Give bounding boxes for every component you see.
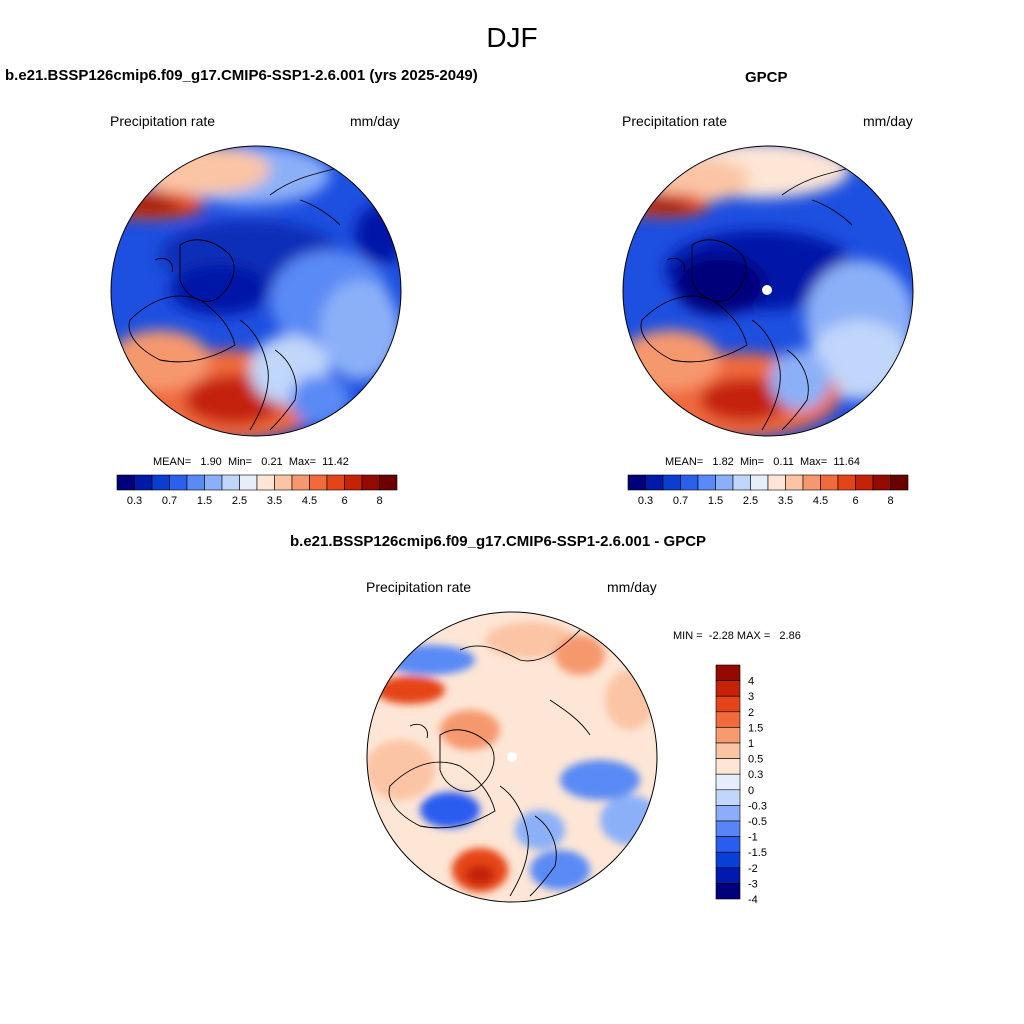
panel3-stats: MIN = -2.28 MAX = 2.86 <box>673 630 801 642</box>
panel2-units-label: mm/day <box>863 113 913 129</box>
panel1-colorbar-swatch <box>204 474 223 491</box>
panel2-colorbar-swatch <box>855 474 874 491</box>
panel3-colorbar-swatch <box>715 695 741 713</box>
panel1-colorbar-tick-label: 2.5 <box>232 495 247 507</box>
panel3-colorbar-swatch <box>715 820 741 837</box>
panel1-variable-label: Precipitation rate <box>110 113 216 129</box>
panel2-colorbar: 0.3 0.7 1.5 2.5 3.5 4.5 6 8 <box>627 474 909 507</box>
panel2-colorbar-tick-label: 3.5 <box>778 495 793 507</box>
panel3-colorbar-swatch <box>715 680 741 697</box>
panel1-colorbar: 0.3 0.7 1.5 2.5 3.5 4.5 6 8 <box>116 474 398 507</box>
panel2-colorbar-swatch <box>627 474 646 491</box>
panel2-colorbar-tick-label: 2.5 <box>743 495 758 507</box>
panel3-colorbar-tick-label: -2 <box>748 863 758 875</box>
panel2-colorbar-tick-label: 0.7 <box>673 495 688 507</box>
panel1-colorbar-tick-label: 1.5 <box>197 495 212 507</box>
panel1-colorbar-tick-label: 3.5 <box>267 495 282 507</box>
panel1-title: b.e21.BSSP126cmip6.f09_g17.CMIP6-SSP1-2.… <box>5 67 478 84</box>
panel1-units-label: mm/day <box>350 113 400 129</box>
panel3-colorbar-swatch <box>715 711 741 728</box>
panel3-colorbar-tick-label: 1 <box>748 738 754 750</box>
panel2-colorbar-swatch <box>662 474 681 491</box>
panel2-variable-label: Precipitation rate <box>622 113 728 129</box>
panel3-colorbar-tick-label: 0.5 <box>748 754 763 766</box>
panel3-colorbar-tick-label: -0.3 <box>748 800 767 812</box>
panel1-colorbar-tick-label: 0.3 <box>127 495 142 507</box>
panel1-colorbar-swatch <box>116 474 135 491</box>
panel1-colorbar-swatch <box>256 474 275 491</box>
panel2-colorbar-tick-label: 0.3 <box>638 495 653 507</box>
panel3-colorbar-swatch <box>715 867 741 884</box>
panel2-colorbar-swatch <box>680 474 699 491</box>
panel1-colorbar-tick-label: 6 <box>341 495 347 507</box>
panel2-colorbar-swatch <box>837 474 856 491</box>
panel1-colorbar-tick-label: 0.7 <box>162 495 177 507</box>
panel1-colorbar-swatch <box>309 474 328 491</box>
panel3-colorbar-swatch <box>715 789 741 806</box>
panel2-colorbar-swatch <box>872 474 891 491</box>
panel2-colorbar-swatch <box>750 474 769 491</box>
panel1-colorbar-swatch <box>169 474 188 491</box>
panel3-colorbar-swatch <box>715 664 741 681</box>
panel1-colorbar-swatch <box>221 474 240 491</box>
panel1-colorbar-swatch <box>344 474 363 491</box>
panel3-colorbar-swatch <box>715 851 741 869</box>
panel2-colorbar-swatch <box>715 474 734 491</box>
panel3-colorbar-swatch <box>715 883 741 900</box>
panel3-colorbar-tick-label: 4 <box>748 676 754 688</box>
panel3-colorbar-swatch <box>715 758 741 775</box>
panel1-colorbar-swatch <box>361 474 380 491</box>
panel2-colorbar-swatch <box>802 474 821 491</box>
panel3-colorbar-swatch <box>715 742 741 759</box>
panel1-colorbar-swatch <box>379 474 398 491</box>
panel3-variable-label: Precipitation rate <box>366 579 472 595</box>
panel3-colorbar-tick-label: -0.5 <box>748 816 767 828</box>
panel1-colorbar-tick-label: 4.5 <box>302 495 317 507</box>
panel1-colorbar-swatch <box>186 474 205 491</box>
panel1-map <box>110 145 402 437</box>
panel3-colorbar-tick-label: -4 <box>748 894 758 906</box>
panel3-colorbar-swatch <box>715 805 741 822</box>
panel3-colorbar-tick-label: -3 <box>748 878 758 890</box>
panel2-map <box>622 145 914 437</box>
panel2-colorbar-swatch <box>785 474 804 491</box>
panel3-colorbar-tick-label: 2 <box>748 707 754 719</box>
panel3-colorbar-tick-label: 0.3 <box>748 769 763 781</box>
panel1-colorbar-swatch <box>326 474 345 491</box>
panel1-colorbar-swatch <box>134 474 153 491</box>
panel3-colorbar-tick-label: 0 <box>748 785 754 797</box>
panel2-colorbar-swatch <box>890 474 909 491</box>
panel3-title: b.e21.BSSP126cmip6.f09_g17.CMIP6-SSP1-2.… <box>290 533 707 550</box>
panel3-map <box>366 611 658 903</box>
panel2-colorbar-tick-label: 1.5 <box>708 495 723 507</box>
panel3-colorbar-tick-label: -1 <box>748 832 758 844</box>
panel2-colorbar-swatch <box>645 474 664 491</box>
panel2-colorbar-tick-label: 8 <box>887 495 893 507</box>
panel3-colorbar: 4 3 2 1.5 1 0.5 0.3 0 -0.3 -0.5 -1 -1.5 -2 -3 -4 <box>715 664 767 906</box>
panel2-stats: MEAN= 1.82 Min= 0.11 Max= 11.64 <box>665 456 861 468</box>
panel1-stats: MEAN= 1.90 Min= 0.21 Max= 11.42 <box>153 456 349 468</box>
panel3-units-label: mm/day <box>607 579 657 595</box>
panel3-colorbar-tick-label: 1.5 <box>748 722 763 734</box>
panel3-colorbar-tick-label: -1.5 <box>748 847 767 859</box>
panel2-colorbar-swatch <box>697 474 716 491</box>
panel3-colorbar-swatch <box>715 773 741 791</box>
panel2-title: GPCP <box>745 69 788 86</box>
panel3-colorbar-swatch <box>715 836 741 853</box>
panel1-colorbar-swatch <box>239 474 258 491</box>
panel2-colorbar-swatch <box>820 474 839 491</box>
panel2-colorbar-tick-label: 4.5 <box>813 495 828 507</box>
panel2-colorbar-tick-label: 6 <box>852 495 858 507</box>
panel1-colorbar-tick-label: 8 <box>376 495 382 507</box>
panel1-colorbar-swatch <box>274 474 293 491</box>
panel1-colorbar-swatch <box>151 474 170 491</box>
panel2-colorbar-swatch <box>732 474 751 491</box>
panel1-colorbar-swatch <box>291 474 310 491</box>
panel2-colorbar-swatch <box>767 474 786 491</box>
panel3-colorbar-swatch <box>715 727 741 744</box>
figure-title: DJF <box>486 22 538 53</box>
panel3-colorbar-tick-label: 3 <box>748 691 754 703</box>
